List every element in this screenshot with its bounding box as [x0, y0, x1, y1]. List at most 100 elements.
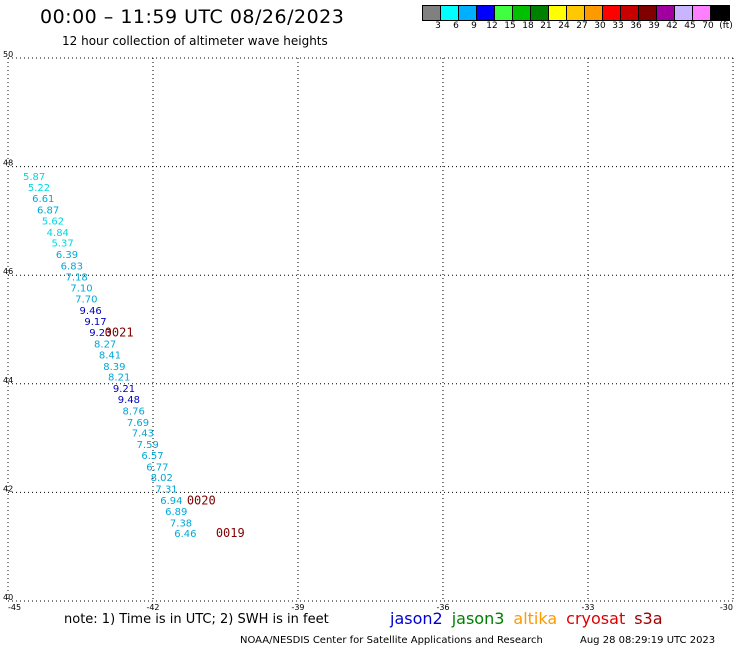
- legend-label: 6: [453, 21, 459, 31]
- swh-reading: 9.17: [84, 317, 106, 328]
- swh-reading: 9.21: [113, 384, 135, 395]
- legend-swatch: [495, 6, 513, 20]
- swh-reading: 8.21: [108, 373, 130, 384]
- map-grid: [7, 57, 734, 602]
- legend-label: 36: [630, 21, 642, 31]
- legend-swatch: [459, 6, 477, 20]
- legend-swatch: [621, 6, 639, 20]
- legend-label: 39: [648, 21, 660, 31]
- legend-swatch: [567, 6, 585, 20]
- legend-swatch: [477, 6, 495, 20]
- generated-timestamp: Aug 28 08:29:19 UTC 2023: [580, 635, 716, 646]
- color-scale-legend: [422, 5, 730, 21]
- legend-label: 3: [435, 21, 441, 31]
- page-title: 00:00 – 11:59 UTC 08/26/2023: [40, 6, 345, 28]
- lon-tick-label: -39: [291, 603, 304, 612]
- legend-label: (ft): [719, 21, 733, 31]
- legend-swatch: [693, 6, 711, 20]
- legend-swatch: [603, 6, 621, 20]
- swh-readings: 5.875.226.616.875.624.845.376.396.837.18…: [23, 172, 197, 540]
- legend-label: 24: [558, 21, 570, 31]
- pass-time-label: 0021: [105, 326, 134, 340]
- legend-label: 70: [702, 21, 714, 31]
- legend-swatch: [513, 6, 531, 20]
- swh-reading: 9.48: [118, 395, 140, 406]
- swh-reading: 7.38: [170, 518, 192, 529]
- legend-swatch: [585, 6, 603, 20]
- legend-label: 42: [666, 21, 678, 31]
- lon-tick-label: -30: [720, 603, 733, 612]
- lat-tick-label: 46: [3, 267, 13, 276]
- swh-reading: 5.87: [23, 172, 45, 183]
- legend-label: 12: [486, 21, 498, 31]
- swh-reading: 7.43: [132, 429, 154, 440]
- swh-reading: 8.41: [99, 350, 121, 361]
- swh-reading: 5.62: [42, 216, 64, 227]
- lon-tick-label: -36: [436, 603, 449, 612]
- page-subtitle: 12 hour collection of altimeter wave hei…: [62, 34, 328, 48]
- legend-swatch: [531, 6, 549, 20]
- swh-reading: 5.37: [52, 239, 74, 250]
- lon-tick-label: -33: [581, 603, 594, 612]
- legend-swatch: [639, 6, 657, 20]
- swh-reading: 7.18: [66, 272, 88, 283]
- pass-time-label: 0020: [187, 493, 216, 507]
- legend-label: 21: [540, 21, 552, 31]
- swh-reading: 4.84: [47, 228, 69, 239]
- lat-tick-label: 42: [3, 484, 13, 493]
- lat-tick-label: 50: [3, 50, 13, 59]
- legend-swatch: [549, 6, 567, 20]
- swh-reading: 7.69: [127, 418, 149, 429]
- swh-reading: 6.57: [141, 451, 163, 462]
- lon-tick-label: -45: [8, 603, 21, 612]
- swh-reading: 8.76: [123, 406, 145, 417]
- swh-reading: 6.46: [174, 529, 196, 540]
- legend-label: 45: [684, 21, 696, 31]
- lat-tick-label: 44: [3, 376, 13, 385]
- legend-swatch: [675, 6, 693, 20]
- lat-tick-label: 40: [3, 593, 13, 602]
- swh-reading: 6.89: [165, 507, 187, 518]
- lat-tick-label: 48: [3, 159, 13, 168]
- pass-time-label: 0019: [216, 526, 245, 540]
- footer-note: note: 1) Time is in UTC; 2) SWH is in fe…: [64, 612, 329, 627]
- legend-swatch: [711, 6, 729, 20]
- swh-reading: 7.59: [137, 440, 159, 451]
- axis-tick-labels: -45 -42 -39 -36 -33 -30 40 42 44 46 48 50: [3, 50, 733, 612]
- swh-reading: 6.61: [32, 194, 54, 205]
- satellite-name: s3a: [634, 609, 663, 628]
- swh-reading: 9.46: [80, 306, 102, 317]
- legend-swatch: [441, 6, 459, 20]
- color-scale-labels: 3 6 9 12 15 18 21 24 27 30 33 36 39 42 45 70 (ft): [422, 21, 740, 33]
- credit-text: NOAA/NESDIS Center for Satellite Applica…: [240, 635, 543, 646]
- satellite-legend: jason2 jason3 altika cryosat s3a: [390, 609, 672, 628]
- swh-reading: 8.02: [151, 473, 173, 484]
- satellite-name: jason3: [451, 609, 505, 628]
- legend-label: 30: [594, 21, 606, 31]
- swh-reading: 9.23: [89, 328, 111, 339]
- legend-label: 9: [471, 21, 477, 31]
- satellite-name: cryosat: [566, 609, 626, 628]
- legend-label: 27: [576, 21, 588, 31]
- pass-labels: 0021 0020 0019: [105, 326, 245, 540]
- legend-label: 18: [522, 21, 534, 31]
- swh-reading: 5.22: [28, 183, 50, 194]
- swh-reading: 8.39: [103, 362, 125, 373]
- swh-reading: 7.31: [155, 485, 177, 496]
- swh-reading: 8.27: [94, 340, 116, 351]
- swh-reading: 7.10: [70, 284, 92, 295]
- lon-tick-label: -42: [146, 603, 159, 612]
- legend-label: 15: [504, 21, 516, 31]
- legend-swatch: [423, 6, 441, 20]
- swh-reading: 6.83: [61, 261, 83, 272]
- swh-reading: 6.94: [160, 496, 182, 507]
- satellite-name: jason2: [390, 609, 443, 628]
- legend-label: 33: [612, 21, 624, 31]
- swh-reading: 7.70: [75, 295, 97, 306]
- satellite-name: altika: [513, 609, 558, 628]
- legend-swatch: [657, 6, 675, 20]
- swh-reading: 6.87: [37, 205, 59, 216]
- swh-reading: 6.77: [146, 462, 168, 473]
- swh-reading: 6.39: [56, 250, 78, 261]
